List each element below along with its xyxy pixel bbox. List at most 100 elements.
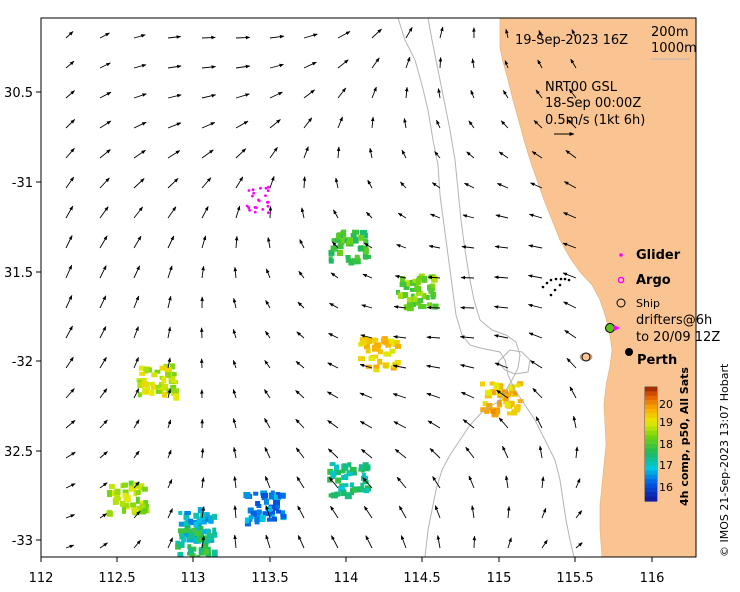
sst-pixel: [205, 512, 210, 518]
current-arrow: [470, 505, 475, 519]
current-arrow: [464, 182, 475, 189]
sst-pixel: [374, 342, 382, 348]
current-arrow: [359, 363, 373, 369]
sst-pixel: [280, 513, 287, 519]
current-arrow: [538, 445, 543, 459]
sst-pixel: [354, 258, 361, 265]
current-arrow: [496, 182, 509, 189]
current-arrow: [328, 332, 339, 339]
colorbar: [645, 387, 657, 502]
sst-pixel: [188, 518, 194, 524]
current-arrow: [133, 450, 140, 459]
y-tick-label: 31.5: [4, 266, 33, 281]
current-arrow: [498, 151, 509, 159]
argo-legend-label: Argo: [636, 273, 671, 288]
sst-pixel: [334, 237, 341, 243]
sst-pixel: [280, 510, 286, 517]
current-arrow: [235, 93, 250, 99]
sst-pixel: [418, 290, 424, 295]
current-arrow: [201, 206, 209, 219]
current-arrow: [337, 31, 351, 39]
current-arrow: [360, 334, 373, 339]
current-arrow: [99, 62, 111, 69]
ship-legend-label: Ship: [636, 297, 660, 310]
current-arrow: [232, 359, 237, 369]
sst-pixel: [272, 516, 277, 522]
sst-pixel: [497, 383, 504, 390]
x-tick-label: 113: [181, 571, 206, 586]
current-arrow: [462, 214, 475, 219]
sst-pixel: [395, 343, 401, 349]
sst-pixel: [491, 412, 499, 418]
sst-pixel: [377, 358, 383, 365]
glider-point: [266, 204, 270, 208]
sst-pixel: [274, 502, 280, 509]
current-arrow: [268, 206, 273, 219]
current-arrow: [327, 420, 339, 429]
current-arrow: [235, 64, 251, 69]
current-arrow: [327, 448, 339, 459]
current-arrow: [233, 266, 238, 279]
sst-pixel: [254, 517, 260, 525]
current-arrow: [575, 510, 583, 519]
colorbar-step: [645, 417, 657, 423]
current-arrow: [167, 419, 172, 429]
colorbar-step: [645, 457, 657, 463]
current-arrow: [428, 244, 441, 249]
sst-pixel: [346, 470, 353, 476]
glider-point: [251, 194, 254, 198]
sst-pixel: [201, 548, 209, 555]
sst-pixel: [137, 382, 144, 388]
sst-pixel: [129, 486, 137, 492]
sst-pixel: [261, 493, 268, 498]
argo-legend-icon: [617, 276, 625, 284]
current-arrow: [99, 513, 108, 519]
colorbar-step: [645, 470, 657, 476]
sst-pixel: [112, 497, 119, 505]
sst-pixel: [493, 407, 501, 415]
current-arrow: [393, 335, 407, 339]
sst-pixel: [128, 480, 134, 486]
drifter-marker: [605, 323, 615, 333]
current-arrow: [365, 535, 373, 549]
plot-frame: [40, 17, 697, 558]
current-arrow: [541, 476, 545, 489]
current-arrow: [439, 26, 444, 39]
sst-pixel: [338, 238, 345, 245]
colorbar-step: [645, 404, 657, 410]
glider-point: [264, 194, 267, 198]
current-arrow: [466, 151, 475, 159]
x-tick-label: 115.5: [556, 571, 593, 586]
sst-pixel: [178, 521, 185, 527]
sst-pixel: [187, 544, 192, 550]
sst-pixel: [250, 511, 257, 517]
current-arrow: [493, 305, 509, 309]
sst-pixel: [421, 275, 428, 283]
current-arrow: [65, 419, 76, 429]
sst-pixel: [267, 505, 272, 512]
current-arrow: [200, 447, 205, 459]
sst-pixel: [338, 485, 346, 492]
sst-pixel: [194, 531, 200, 536]
glider-point: [247, 189, 251, 192]
current-arrow: [362, 273, 373, 279]
sst-pixel: [330, 470, 337, 477]
current-arrow: [535, 416, 543, 429]
sst-pixel: [360, 487, 367, 492]
current-arrow: [269, 147, 278, 159]
sst-pixel: [273, 500, 280, 505]
sst-pixel: [210, 537, 215, 543]
credit-label: © IMOS 21-Sep-2023 13:07 Hobart: [718, 363, 731, 557]
current-arrow: [494, 362, 509, 369]
perth-label: Perth: [637, 353, 677, 368]
current-arrow: [133, 206, 143, 219]
current-arrow: [496, 389, 509, 399]
sst-pixel: [340, 490, 347, 497]
current-arrow: [167, 150, 181, 159]
sst-pixel: [517, 399, 524, 404]
sst-layer: [106, 229, 524, 557]
colorbar-tick: 18: [659, 438, 673, 451]
current-arrow: [167, 35, 182, 39]
sst-pixel: [403, 304, 409, 311]
drifters-legend-line1: drifters@6h: [636, 313, 712, 328]
